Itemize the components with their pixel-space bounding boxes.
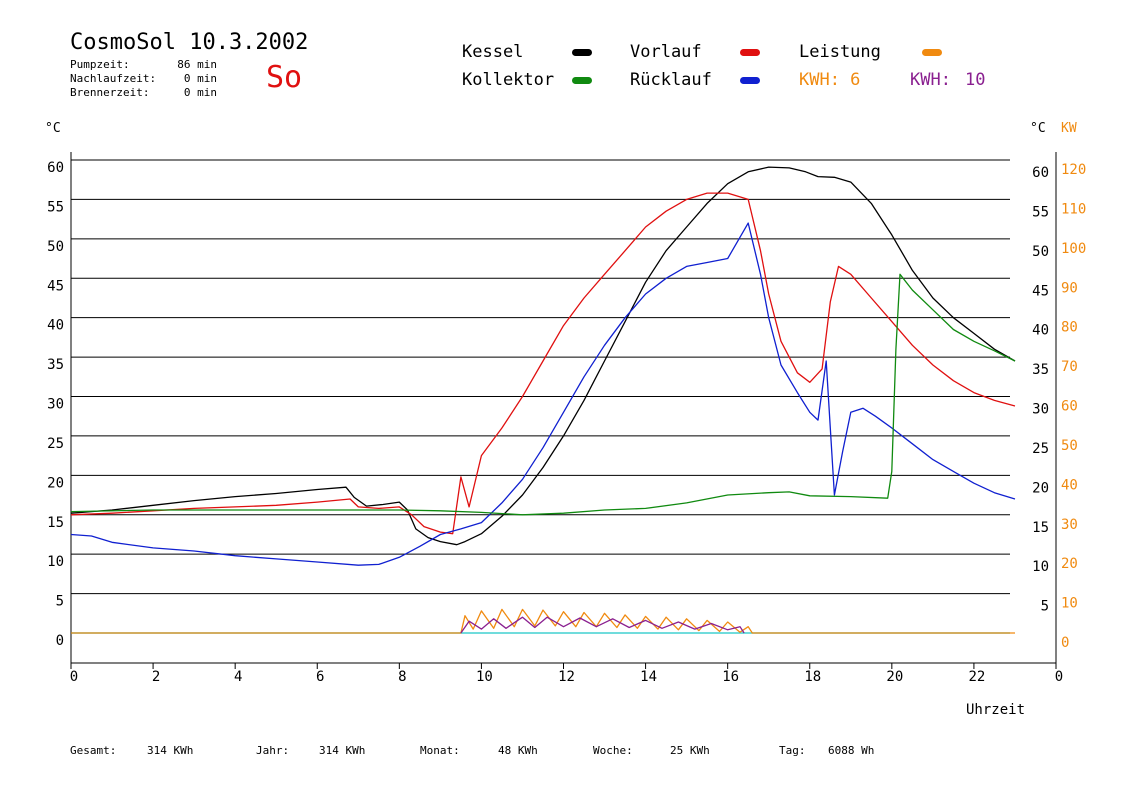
- brennerzeit-label: Brennerzeit:: [70, 86, 150, 99]
- y-right-kw-tick-label: 10: [1061, 596, 1078, 612]
- legend-kollektor-label: Kollektor: [462, 70, 555, 90]
- y-tick-label: 0: [56, 633, 64, 649]
- x-tick-label: 6: [316, 669, 324, 685]
- legend-kwh2-value: 10: [965, 70, 986, 90]
- y-right-c-tick-label: 25: [1032, 441, 1049, 457]
- series-kwh-10: [460, 616, 745, 634]
- x-tick-label: 0: [1055, 669, 1063, 685]
- x-tick-label: 12: [558, 669, 575, 685]
- y-right-c-tick-label: 35: [1032, 362, 1049, 378]
- x-tick-label: 16: [722, 669, 739, 685]
- y-right-kw-tick-label: 110: [1061, 201, 1086, 217]
- brennerzeit-value: 0 min: [183, 86, 217, 99]
- footer-woche-value: 25 KWh: [670, 744, 710, 757]
- x-tick-label: 8: [398, 669, 406, 685]
- y-right-c-tick-label: 45: [1032, 283, 1049, 299]
- y-tick-label: 30: [47, 397, 64, 413]
- x-tick-label: 22: [968, 669, 985, 685]
- y-right-kw-tick-label: 0: [1061, 635, 1069, 651]
- y-right-c-tick-label: 50: [1032, 244, 1049, 260]
- legend-vorlauf-swatch: [740, 49, 760, 56]
- pumpzeit-label: Pumpzeit:: [70, 58, 130, 71]
- series-kessel: [70, 166, 1016, 546]
- footer-tag-value: 6088 Wh: [828, 744, 875, 757]
- y-right-kw-tick-label: 80: [1061, 320, 1078, 336]
- legend-ruecklauf-label: Rücklauf: [630, 70, 712, 90]
- pumpzeit-value: 86 min: [177, 58, 217, 71]
- y-tick-label: 40: [47, 318, 64, 334]
- y-right-kw-tick-label: 90: [1061, 280, 1078, 296]
- x-tick-label: 2: [152, 669, 160, 685]
- y-right-kw-tick-label: 70: [1061, 359, 1078, 375]
- footer-monat-value: 48 KWh: [498, 744, 538, 757]
- series-r-cklauf: [70, 222, 1016, 566]
- right-unit-kw-label: KW: [1061, 121, 1077, 136]
- legend-kwh2-label: KWH:: [910, 70, 951, 90]
- x-axis-label: Uhrzeit: [966, 702, 1026, 718]
- footer-gesamt-value: 314 KWh: [147, 744, 194, 757]
- footer-jahr-value: 314 KWh: [319, 744, 366, 757]
- legend-kwh1: KWH: 6: [799, 70, 861, 90]
- y-right-kw-tick-label: 100: [1061, 241, 1086, 257]
- footer-tag-label: Tag:: [779, 744, 806, 757]
- y-right-kw-tick-label: 40: [1061, 477, 1078, 493]
- footer-jahr-label: Jahr:: [256, 744, 290, 757]
- x-tick-label: 0: [70, 669, 78, 685]
- y-tick-label: 10: [47, 554, 64, 570]
- series-vorlauf: [70, 192, 1016, 535]
- y-right-kw-tick-label: 60: [1061, 399, 1078, 415]
- y-tick-label: 5: [56, 594, 64, 610]
- y-right-c-tick-label: 20: [1032, 480, 1049, 496]
- y-right-kw-tick-label: 20: [1061, 556, 1078, 572]
- y-tick-label: 50: [47, 239, 64, 255]
- y-tick-label: 45: [47, 278, 64, 294]
- x-tick-label: 10: [476, 669, 493, 685]
- nachlaufzeit-value: 0 min: [183, 72, 217, 85]
- y-right-c-tick-label: 55: [1032, 204, 1049, 220]
- weekday-label: So: [266, 60, 303, 95]
- y-right-kw-tick-label: 120: [1061, 162, 1086, 178]
- x-tick-label: 20: [886, 669, 903, 685]
- y-tick-label: 15: [47, 515, 64, 531]
- series-lines: [70, 166, 1016, 634]
- left-unit-label: °C: [45, 121, 61, 136]
- nachlaufzeit-label: Nachlaufzeit:: [70, 72, 157, 85]
- y-right-c-tick-label: 15: [1032, 520, 1049, 536]
- y-tick-label: 55: [47, 199, 64, 215]
- y-right-c-tick-label: 40: [1032, 323, 1049, 339]
- legend-leistung-label: Leistung: [799, 42, 881, 62]
- legend-leistung-swatch: [922, 49, 942, 56]
- right-unit-c-label: °C: [1030, 121, 1046, 136]
- x-tick-label: 14: [640, 669, 657, 685]
- y-right-c-tick-label: 5: [1041, 599, 1049, 615]
- legend-kollektor-swatch: [572, 77, 592, 84]
- y-tick-label: 35: [47, 357, 64, 373]
- y-tick-label: 60: [47, 160, 64, 176]
- x-tick-label: 18: [804, 669, 821, 685]
- footer-gesamt-label: Gesamt:: [70, 744, 117, 757]
- legend-ruecklauf-swatch: [740, 77, 760, 84]
- x-tick-label: 4: [234, 669, 242, 685]
- legend-kessel-swatch: [572, 49, 592, 56]
- y-tick-label: 20: [47, 475, 64, 491]
- y-right-kw-tick-label: 50: [1061, 438, 1078, 454]
- footer-woche-label: Woche:: [593, 744, 633, 757]
- chart-title: CosmoSol 10.3.2002: [70, 30, 309, 55]
- y-right-c-tick-label: 60: [1032, 165, 1049, 181]
- axis-ticks: 0 2 4 6 8 10 12 14 16 18 20 22 005101520253035404550…: [47, 160, 1086, 685]
- legend-vorlauf-label: Vorlauf: [630, 42, 702, 62]
- series-kollektor: [70, 273, 1016, 516]
- legend-kessel-label: Kessel: [462, 42, 524, 62]
- y-right-c-tick-label: 10: [1032, 559, 1049, 575]
- grid-lines: [70, 152, 1057, 664]
- y-right-kw-tick-label: 30: [1061, 517, 1078, 533]
- y-tick-label: 25: [47, 436, 64, 452]
- y-right-c-tick-label: 30: [1032, 402, 1049, 418]
- footer-monat-label: Monat:: [420, 744, 460, 757]
- series-leistung: [71, 608, 1015, 634]
